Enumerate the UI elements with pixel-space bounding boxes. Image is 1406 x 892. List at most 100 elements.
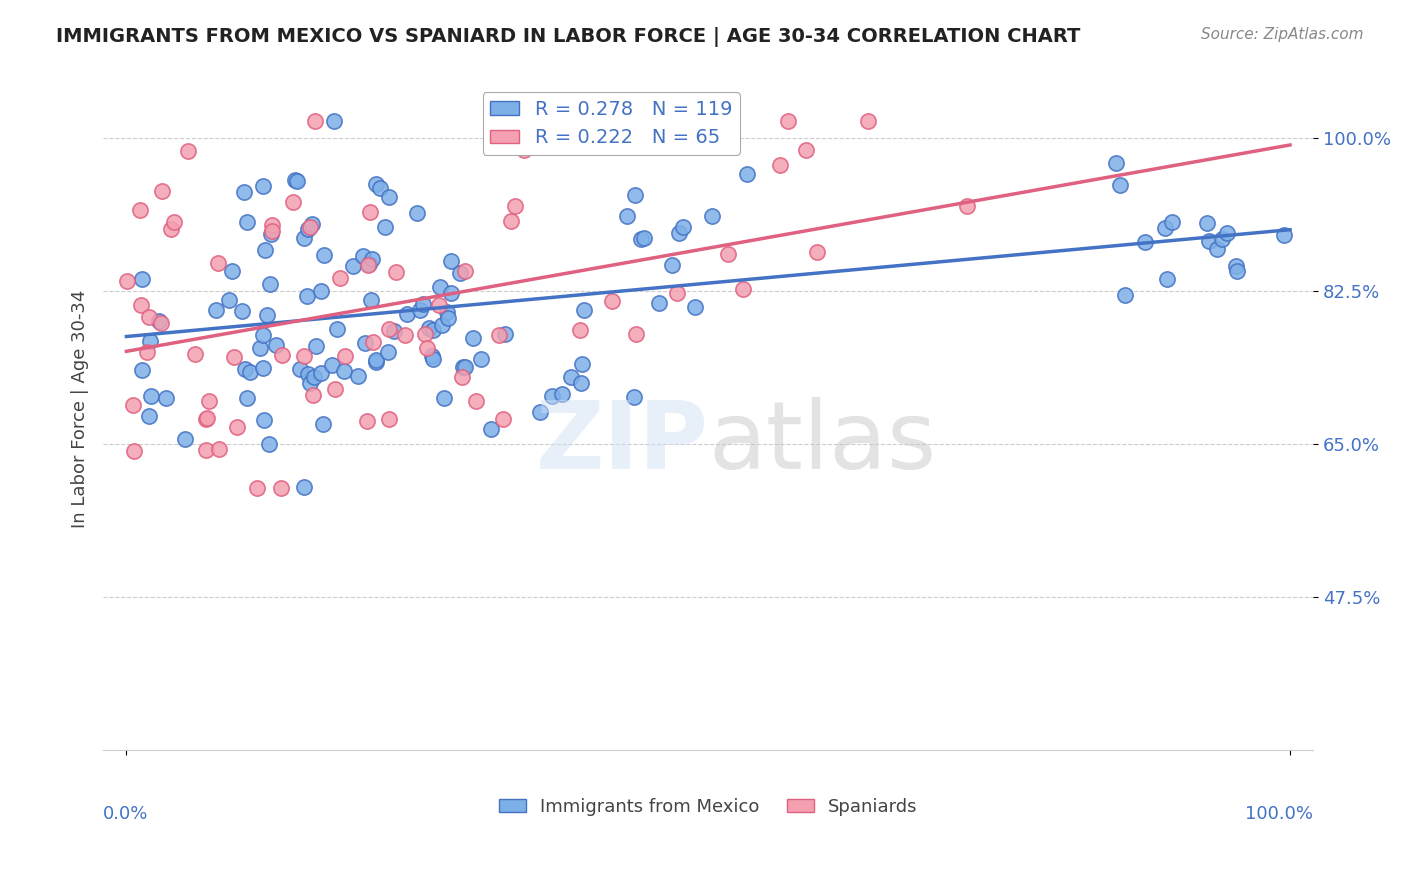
Point <box>624 187 647 202</box>
Point <box>955 199 977 213</box>
Point <box>302 370 325 384</box>
Point <box>312 247 335 261</box>
Point <box>184 347 207 361</box>
Point <box>252 361 274 376</box>
Point <box>357 258 380 272</box>
Point <box>359 257 381 271</box>
Point <box>292 479 315 493</box>
Point <box>260 218 283 232</box>
Y-axis label: In Labor Force | Age 30-34: In Labor Force | Age 30-34 <box>72 290 89 528</box>
Point <box>361 334 384 349</box>
Point <box>382 324 405 338</box>
Point <box>560 370 582 384</box>
Point <box>571 358 593 372</box>
Point <box>735 167 758 181</box>
Point <box>225 420 247 434</box>
Point <box>245 481 267 495</box>
Point <box>174 432 197 446</box>
Point <box>668 226 690 240</box>
Point <box>1272 228 1295 243</box>
Text: 0.0%: 0.0% <box>103 805 149 822</box>
Point <box>633 231 655 245</box>
Point <box>1216 226 1239 240</box>
Point <box>1156 272 1178 286</box>
Point <box>360 252 382 267</box>
Point <box>623 390 645 404</box>
Point <box>333 364 356 378</box>
Point <box>305 338 328 352</box>
Point <box>499 214 522 228</box>
Point <box>1206 242 1229 256</box>
Point <box>569 376 592 391</box>
Point <box>194 412 217 426</box>
Point <box>440 253 463 268</box>
Text: atlas: atlas <box>709 397 936 490</box>
Point <box>368 181 391 195</box>
Point <box>430 318 453 332</box>
Point <box>794 143 817 157</box>
Point <box>333 349 356 363</box>
Point <box>262 224 284 238</box>
Point <box>378 322 401 336</box>
Point <box>329 270 352 285</box>
Point <box>288 362 311 376</box>
Point <box>138 334 160 349</box>
Point <box>197 410 219 425</box>
Point <box>285 174 308 188</box>
Point <box>138 310 160 324</box>
Point <box>415 326 437 341</box>
Point <box>150 316 173 330</box>
Point <box>1114 288 1136 302</box>
Text: IMMIGRANTS FROM MEXICO VS SPANIARD IN LABOR FORCE | AGE 30-34 CORRELATION CHART: IMMIGRANTS FROM MEXICO VS SPANIARD IN LA… <box>56 27 1081 46</box>
Point <box>451 360 474 375</box>
Point <box>353 336 375 351</box>
Point <box>129 298 152 312</box>
Point <box>776 114 799 128</box>
Point <box>259 277 281 292</box>
Point <box>281 194 304 209</box>
Point <box>450 370 472 384</box>
Point <box>415 341 437 355</box>
Point <box>666 286 689 301</box>
Point <box>297 289 319 303</box>
Point <box>136 345 159 359</box>
Point <box>1225 259 1247 273</box>
Point <box>271 348 294 362</box>
Point <box>198 394 221 409</box>
Point <box>624 327 647 342</box>
Point <box>205 302 228 317</box>
Text: ZIP: ZIP <box>536 397 709 490</box>
Point <box>551 386 574 401</box>
Point <box>366 353 388 368</box>
Point <box>433 391 456 405</box>
Point <box>616 209 638 223</box>
Point <box>488 327 510 342</box>
Point <box>239 365 262 379</box>
Point <box>163 215 186 229</box>
Point <box>304 114 326 128</box>
Point <box>429 279 451 293</box>
Text: 100.0%: 100.0% <box>1246 805 1313 822</box>
Point <box>569 323 592 337</box>
Point <box>233 186 256 200</box>
Point <box>541 390 564 404</box>
Point <box>377 344 399 359</box>
Point <box>378 412 401 426</box>
Point <box>346 369 368 384</box>
Point <box>394 327 416 342</box>
Point <box>405 205 427 219</box>
Point <box>249 342 271 356</box>
Point <box>360 293 382 308</box>
Point <box>494 326 516 341</box>
Point <box>1154 221 1177 235</box>
Point <box>385 264 408 278</box>
Point <box>436 304 458 318</box>
Point <box>131 363 153 377</box>
Point <box>254 244 277 258</box>
Point <box>366 177 388 191</box>
Point <box>252 327 274 342</box>
Point <box>207 256 229 270</box>
Point <box>270 482 292 496</box>
Point <box>420 349 443 363</box>
Point <box>131 271 153 285</box>
